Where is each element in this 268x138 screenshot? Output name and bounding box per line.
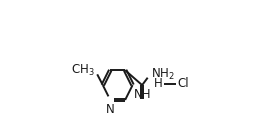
Text: H: H [154,77,162,90]
Text: NH$_2$: NH$_2$ [151,67,175,82]
Text: Cl: Cl [177,77,189,90]
Text: N: N [106,103,115,116]
Text: CH$_3$: CH$_3$ [71,63,94,78]
Text: NH: NH [133,88,151,101]
